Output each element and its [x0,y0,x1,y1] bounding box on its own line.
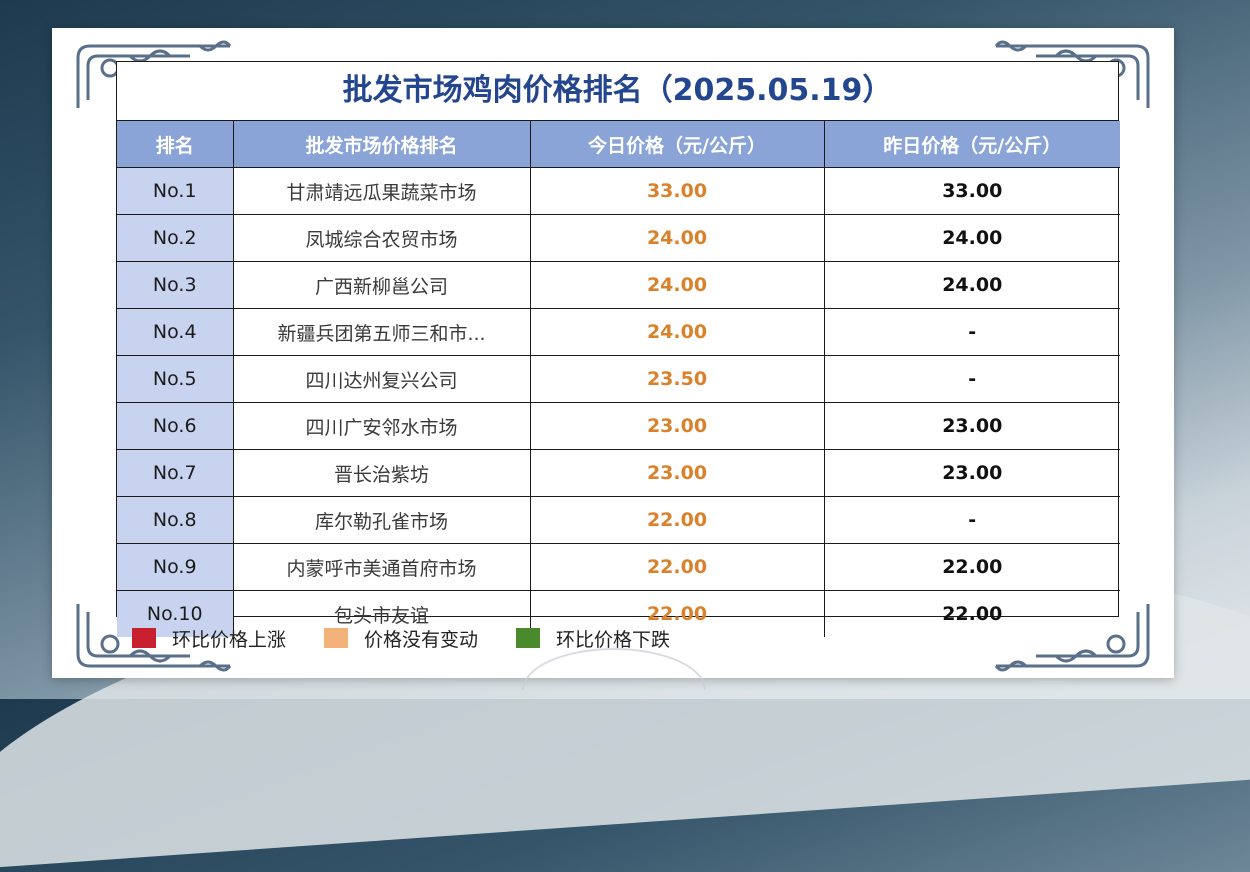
rank-cell: No.6 [117,402,234,450]
price-table-frame: 批发市场鸡肉价格排名（2025.05.19） 排名 批发市场价格排名 今日价格（… [116,61,1120,637]
rank-cell: No.3 [117,261,234,309]
legend-label: 环比价格上涨 [172,628,287,651]
today-price-cell: 22.00 [529,590,825,637]
market-cell: 晋长治紫坊 [232,449,531,497]
corner-ornament-icon [991,38,1156,113]
today-price-cell: 23.00 [529,449,825,497]
legend-item-unchanged: 价格没有变动 [324,625,478,652]
yesterday-price-cell: - [823,308,1120,356]
yesterday-price-cell: 33.00 [823,167,1120,215]
market-cell: 四川广安邻水市场 [232,402,531,450]
column-header-today-price: 今日价格（元/公斤） [529,121,825,168]
table-row: No.9 内蒙呼市美通首府市场 22.00 22.00 [117,543,1120,591]
yesterday-price-cell: 22.00 [823,590,1120,637]
table-row: No.1 甘肃靖远瓜果蔬菜市场 33.00 33.00 [117,167,1120,215]
column-header-rank: 排名 [117,121,234,168]
column-header-market: 批发市场价格排名 [232,121,531,168]
market-cell: 凤城综合农贸市场 [232,214,531,262]
market-cell: 广西新柳邕公司 [232,261,531,309]
today-price-cell: 24.00 [529,214,825,262]
market-cell: 包头市友谊 [232,590,531,637]
today-price-cell: 24.00 [529,308,825,356]
today-price-cell: 33.00 [529,167,825,215]
today-price-cell: 23.50 [529,355,825,403]
yesterday-price-cell: - [823,496,1120,544]
market-cell: 甘肃靖远瓜果蔬菜市场 [232,167,531,215]
table-row: No.2 凤城综合农贸市场 24.00 24.00 [117,214,1120,262]
table-row: No.8 库尔勒孔雀市场 22.00 - [117,496,1120,544]
today-price-cell: 22.00 [529,543,825,591]
rank-cell: No.7 [117,449,234,497]
rank-cell: No.8 [117,496,234,544]
legend: 环比价格上涨 价格没有变动 环比价格下跌 [132,623,708,653]
table-row: No.4 新疆兵团第五师三和市... 24.00 - [117,308,1120,356]
today-price-cell: 23.00 [529,402,825,450]
today-price-cell: 24.00 [529,261,825,309]
table-row: No.7 晋长治紫坊 23.00 23.00 [117,449,1120,497]
market-cell: 内蒙呼市美通首府市场 [232,543,531,591]
unchanged-color-swatch [324,628,349,648]
legend-label: 环比价格下跌 [556,628,671,651]
rank-cell: No.5 [117,355,234,403]
rank-cell: No.2 [117,214,234,262]
yesterday-price-cell: 24.00 [823,214,1120,262]
table-header-row: 排名 批发市场价格排名 今日价格（元/公斤） 昨日价格（元/公斤） [117,121,1120,168]
corner-ornament-icon [991,599,1156,674]
page-title: 批发市场鸡肉价格排名（2025.05.19） [117,62,1118,121]
rank-cell: No.1 [117,167,234,215]
legend-label: 价格没有变动 [364,628,479,651]
rise-color-swatch [132,628,156,648]
today-price-cell: 22.00 [529,496,825,544]
yesterday-price-cell: - [823,355,1120,403]
market-cell: 四川达州复兴公司 [232,355,531,403]
yesterday-price-cell: 23.00 [823,402,1120,450]
market-cell: 新疆兵团第五师三和市... [232,308,531,356]
legend-item-rise: 环比价格上涨 [132,625,286,652]
yesterday-price-cell: 23.00 [823,449,1120,497]
legend-item-fall: 环比价格下跌 [516,625,670,652]
yesterday-price-cell: 24.00 [823,261,1120,309]
yesterday-price-cell: 22.00 [823,543,1120,591]
fall-color-swatch [516,628,541,648]
price-table: 排名 批发市场价格排名 今日价格（元/公斤） 昨日价格（元/公斤） No.1 甘… [117,121,1120,637]
seal-decoration [522,648,706,690]
market-cell: 库尔勒孔雀市场 [232,496,531,544]
table-row: No.6 四川广安邻水市场 23.00 23.00 [117,402,1120,450]
table-row: No.10 包头市友谊 22.00 22.00 [117,590,1120,637]
table-row: No.5 四川达州复兴公司 23.50 - [117,355,1120,403]
rank-cell: No.9 [117,543,234,591]
corner-ornament-icon [70,599,235,674]
table-row: No.3 广西新柳邕公司 24.00 24.00 [117,261,1120,309]
column-header-yesterday-price: 昨日价格（元/公斤） [823,121,1120,168]
rank-cell: No.4 [117,308,234,356]
